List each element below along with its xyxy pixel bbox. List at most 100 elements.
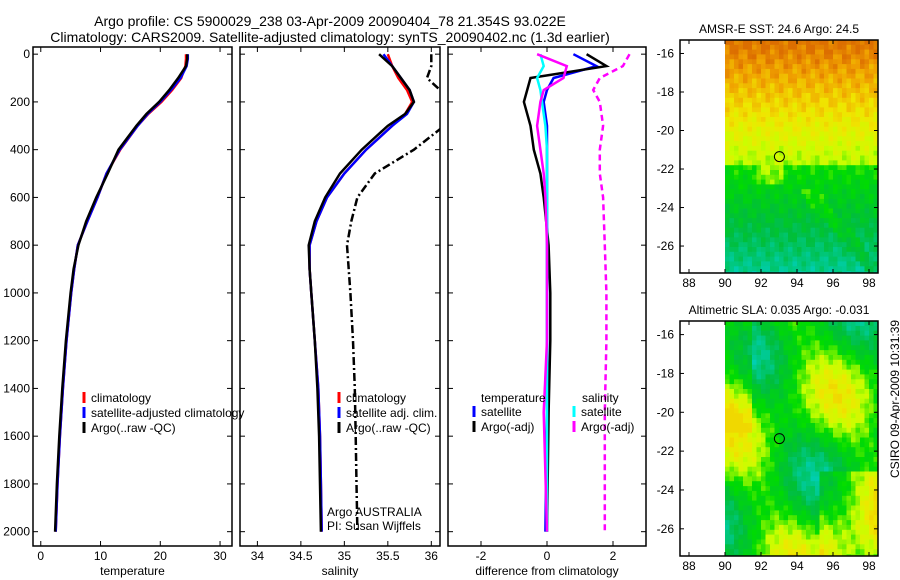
heatmap-cell bbox=[761, 447, 766, 453]
heatmap-cell bbox=[779, 237, 784, 243]
heatmap-cell bbox=[774, 107, 780, 113]
heatmap-cell bbox=[851, 481, 856, 487]
heatmap-cell bbox=[797, 529, 802, 536]
heatmap-cell bbox=[824, 549, 829, 555]
heatmap-cell bbox=[779, 374, 784, 380]
heatmap-cell bbox=[797, 218, 802, 224]
heatmap-cell bbox=[792, 174, 798, 181]
heatmap-cell bbox=[833, 350, 838, 356]
heatmap-cell bbox=[792, 398, 798, 405]
heatmap-cell bbox=[833, 102, 838, 108]
heatmap-cell bbox=[819, 359, 825, 366]
heatmap-cell bbox=[860, 165, 865, 171]
heatmap-cell bbox=[806, 486, 811, 492]
heatmap-cell bbox=[842, 189, 847, 195]
heatmap-cell bbox=[842, 427, 847, 434]
heatmap-cell bbox=[873, 427, 879, 434]
heatmap-cell bbox=[824, 256, 829, 262]
heatmap-cell bbox=[819, 345, 825, 351]
heatmap-cell bbox=[828, 54, 834, 60]
heatmap-cell bbox=[783, 471, 789, 477]
heatmap-cell bbox=[770, 403, 775, 409]
heatmap-cell bbox=[792, 330, 798, 337]
heatmap-cell bbox=[734, 174, 739, 181]
heatmap-cell bbox=[752, 73, 757, 79]
heatmap-cell bbox=[779, 539, 784, 545]
heatmap-cell bbox=[725, 418, 730, 424]
heatmap-cell bbox=[842, 83, 847, 89]
heatmap-cell bbox=[864, 40, 870, 46]
heatmap-cell bbox=[725, 261, 730, 267]
heatmap-cell bbox=[837, 442, 843, 448]
heatmap-cell bbox=[806, 179, 811, 185]
heatmap-cell bbox=[783, 97, 789, 104]
heatmap-cell bbox=[788, 481, 793, 487]
heatmap-cell bbox=[801, 44, 807, 51]
heatmap-cell bbox=[752, 534, 757, 540]
heatmap-cell bbox=[792, 242, 798, 248]
heatmap-cell bbox=[860, 160, 865, 166]
heatmap-cell bbox=[801, 251, 807, 258]
heatmap-cell bbox=[828, 486, 834, 492]
heatmap-cell bbox=[810, 374, 816, 380]
heatmap-cell bbox=[806, 447, 811, 453]
heatmap-cell bbox=[855, 325, 861, 332]
heatmap-cell bbox=[756, 379, 762, 385]
heatmap-cell bbox=[815, 427, 820, 434]
heatmap-cell bbox=[851, 389, 856, 395]
heatmap-cell bbox=[788, 102, 793, 108]
heatmap-cell bbox=[846, 413, 852, 419]
heatmap-cell bbox=[756, 335, 762, 341]
heatmap-cell bbox=[842, 203, 847, 209]
heatmap-cell bbox=[792, 73, 798, 79]
heatmap-cell bbox=[869, 232, 874, 238]
heatmap-cell bbox=[860, 170, 865, 176]
heatmap-cell bbox=[738, 403, 744, 409]
heatmap-cell bbox=[833, 198, 838, 205]
heatmap-cell bbox=[824, 413, 829, 419]
heatmap-cell bbox=[815, 170, 820, 176]
heatmap-cell bbox=[864, 174, 870, 181]
heatmap-cell bbox=[774, 160, 780, 166]
heatmap-cell bbox=[810, 452, 816, 458]
heatmap-cell bbox=[806, 500, 811, 506]
heatmap-cell bbox=[797, 213, 802, 219]
heatmap-cell bbox=[783, 461, 789, 468]
heatmap-cell bbox=[765, 495, 771, 502]
heatmap-cell bbox=[824, 471, 829, 477]
heatmap-cell bbox=[774, 524, 780, 531]
heatmap-cell bbox=[869, 247, 874, 253]
heatmap-cell bbox=[828, 112, 834, 118]
heatmap-cell bbox=[873, 97, 879, 104]
heatmap-cell bbox=[815, 350, 820, 356]
heatmap-cell bbox=[792, 379, 798, 385]
heatmap-cell bbox=[824, 389, 829, 395]
heatmap-cell bbox=[797, 374, 802, 380]
heatmap-cell bbox=[873, 524, 879, 531]
heatmap-cell bbox=[837, 213, 843, 219]
heatmap-cell bbox=[743, 350, 748, 356]
heatmap-cell bbox=[738, 121, 744, 128]
heatmap-cell bbox=[869, 457, 874, 463]
heatmap-cell bbox=[869, 466, 874, 473]
heatmap-cell bbox=[801, 403, 807, 409]
heatmap-cell bbox=[833, 64, 838, 70]
heatmap-cell bbox=[851, 126, 856, 132]
heatmap-cell bbox=[752, 384, 757, 390]
heatmap-cell bbox=[833, 155, 838, 161]
heatmap-cell bbox=[761, 203, 766, 209]
heatmap-cell bbox=[743, 515, 748, 521]
heatmap-cell bbox=[828, 495, 834, 502]
heatmap-cell bbox=[756, 427, 762, 434]
heatmap-cell bbox=[788, 437, 793, 443]
heatmap-cell bbox=[725, 549, 730, 555]
heatmap-cell bbox=[855, 44, 861, 51]
heatmap-cell bbox=[747, 40, 753, 46]
heatmap-cell bbox=[869, 203, 874, 209]
heatmap-cell bbox=[774, 384, 780, 390]
heatmap-cell bbox=[864, 340, 870, 346]
heatmap-cell bbox=[743, 432, 748, 439]
heatmap-cell bbox=[860, 549, 865, 555]
heatmap-cell bbox=[842, 490, 847, 497]
heatmap-cell bbox=[869, 78, 874, 84]
